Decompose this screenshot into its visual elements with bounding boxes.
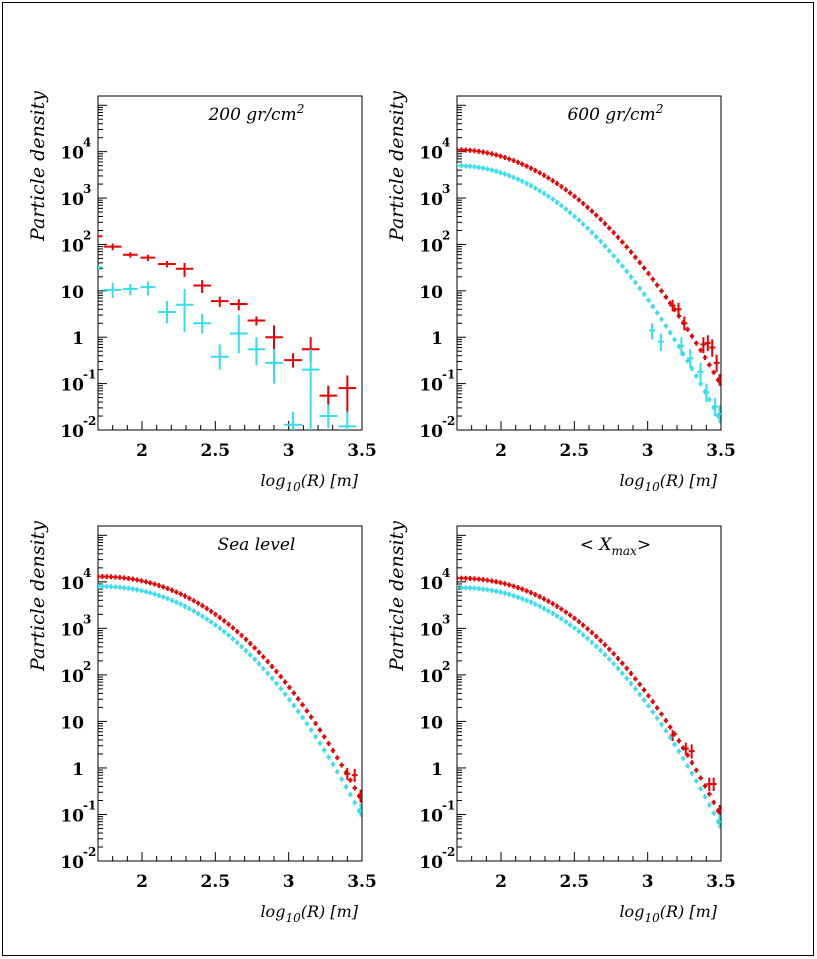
x-tick-label: 3.5 <box>706 872 736 892</box>
y-tick-label: 10 <box>60 806 84 826</box>
series-cyan <box>457 585 721 829</box>
y-tick-exponent: 2 <box>442 228 450 242</box>
y-tick-exponent: -2 <box>83 414 96 428</box>
x-tick-label: 3 <box>642 872 654 892</box>
data-layer <box>457 147 721 424</box>
y-tick-exponent: 4 <box>83 566 91 580</box>
y-tick-label: 10 <box>419 236 443 256</box>
y-tick-exponent: 2 <box>442 659 450 673</box>
x-tick-label: 2 <box>136 872 148 892</box>
y-tick-label: 10 <box>60 376 84 396</box>
panel-title: Sea level <box>217 535 295 555</box>
y-tick-label: 10 <box>419 713 443 733</box>
x-tick-label: 2.5 <box>560 441 590 461</box>
x-axis-label: log10(R) [m] <box>619 902 717 925</box>
y-tick-label: 10 <box>60 236 84 256</box>
y-tick-label: 10 <box>60 283 84 303</box>
series-cyan <box>98 583 362 817</box>
x-tick-label: 2.5 <box>201 872 231 892</box>
y-tick-label: 10 <box>60 620 84 640</box>
series-cyan <box>457 163 721 424</box>
y-tick-label: 10 <box>419 283 443 303</box>
y-tick-label: 10 <box>60 574 84 594</box>
y-tick-exponent: 4 <box>442 136 450 150</box>
data-layer <box>98 234 357 430</box>
y-tick-label: 10 <box>419 190 443 210</box>
y-tick-exponent: 4 <box>83 136 91 150</box>
y-tick-exponent: -1 <box>83 368 96 382</box>
y-tick-label: 1 <box>431 760 443 780</box>
y-tick-label: 10 <box>60 853 84 873</box>
y-tick-label: 10 <box>419 806 443 826</box>
y-tick-exponent: 3 <box>442 612 450 626</box>
panel-title: 600 gr/cm2 <box>567 102 663 125</box>
series-red <box>457 147 721 386</box>
x-tick-label: 3 <box>283 872 295 892</box>
x-tick-label: 3.5 <box>347 872 377 892</box>
panel-title: < Xmax> <box>580 535 651 558</box>
y-axis-label: Particle density <box>386 91 408 242</box>
y-tick-exponent: 3 <box>83 182 91 196</box>
y-tick-exponent: 3 <box>442 182 450 196</box>
y-tick-exponent: -2 <box>442 414 455 428</box>
y-tick-label: 10 <box>419 853 443 873</box>
x-tick-label: 2.5 <box>201 441 231 461</box>
y-tick-exponent: -2 <box>442 845 455 859</box>
plot-frame <box>456 525 722 862</box>
x-tick-label: 2.5 <box>560 872 590 892</box>
x-tick-label: 3.5 <box>347 441 377 461</box>
y-tick-label: 1 <box>431 329 443 349</box>
plot-frame <box>97 95 363 431</box>
x-tick-label: 2 <box>495 441 507 461</box>
series-red <box>98 234 357 415</box>
y-tick-label: 10 <box>60 190 84 210</box>
data-layer <box>457 575 721 829</box>
x-tick-label: 3 <box>283 441 295 461</box>
x-axis-label: log10(R) [m] <box>260 902 358 925</box>
y-tick-exponent: 4 <box>442 566 450 580</box>
y-tick-exponent: 2 <box>83 659 91 673</box>
y-tick-exponent: -1 <box>442 798 455 812</box>
y-tick-exponent: 3 <box>83 612 91 626</box>
x-axis-label: log10(R) [m] <box>619 471 717 494</box>
x-tick-label: 3 <box>642 441 654 461</box>
y-tick-label: 10 <box>419 376 443 396</box>
y-tick-exponent: 2 <box>83 228 91 242</box>
x-tick-label: 2 <box>495 872 507 892</box>
y-tick-label: 10 <box>419 620 443 640</box>
y-tick-exponent: -1 <box>83 798 96 812</box>
y-tick-label: 10 <box>419 574 443 594</box>
y-tick-label: 10 <box>419 144 443 164</box>
panel-title: 200 gr/cm2 <box>207 102 304 125</box>
plot-frame <box>97 525 363 862</box>
y-tick-label: 10 <box>419 667 443 687</box>
y-tick-label: 10 <box>60 144 84 164</box>
y-tick-label: 10 <box>60 713 84 733</box>
y-tick-label: 10 <box>60 422 84 442</box>
y-tick-label: 10 <box>60 667 84 687</box>
x-tick-label: 3.5 <box>706 441 736 461</box>
y-tick-label: 1 <box>72 329 84 349</box>
series-red <box>457 575 721 817</box>
y-tick-label: 1 <box>72 760 84 780</box>
y-axis-label: Particle density <box>386 521 408 672</box>
data-layer <box>98 574 362 817</box>
plot-frame <box>456 95 722 431</box>
series-cyan <box>98 265 357 430</box>
y-tick-label: 10 <box>419 422 443 442</box>
x-axis-label: log10(R) [m] <box>260 471 358 494</box>
y-axis-label: Particle density <box>27 521 49 672</box>
y-tick-exponent: -2 <box>83 845 96 859</box>
x-tick-label: 2 <box>136 441 148 461</box>
series-red <box>98 574 362 803</box>
y-axis-label: Particle density <box>27 91 49 242</box>
y-tick-exponent: -1 <box>442 368 455 382</box>
